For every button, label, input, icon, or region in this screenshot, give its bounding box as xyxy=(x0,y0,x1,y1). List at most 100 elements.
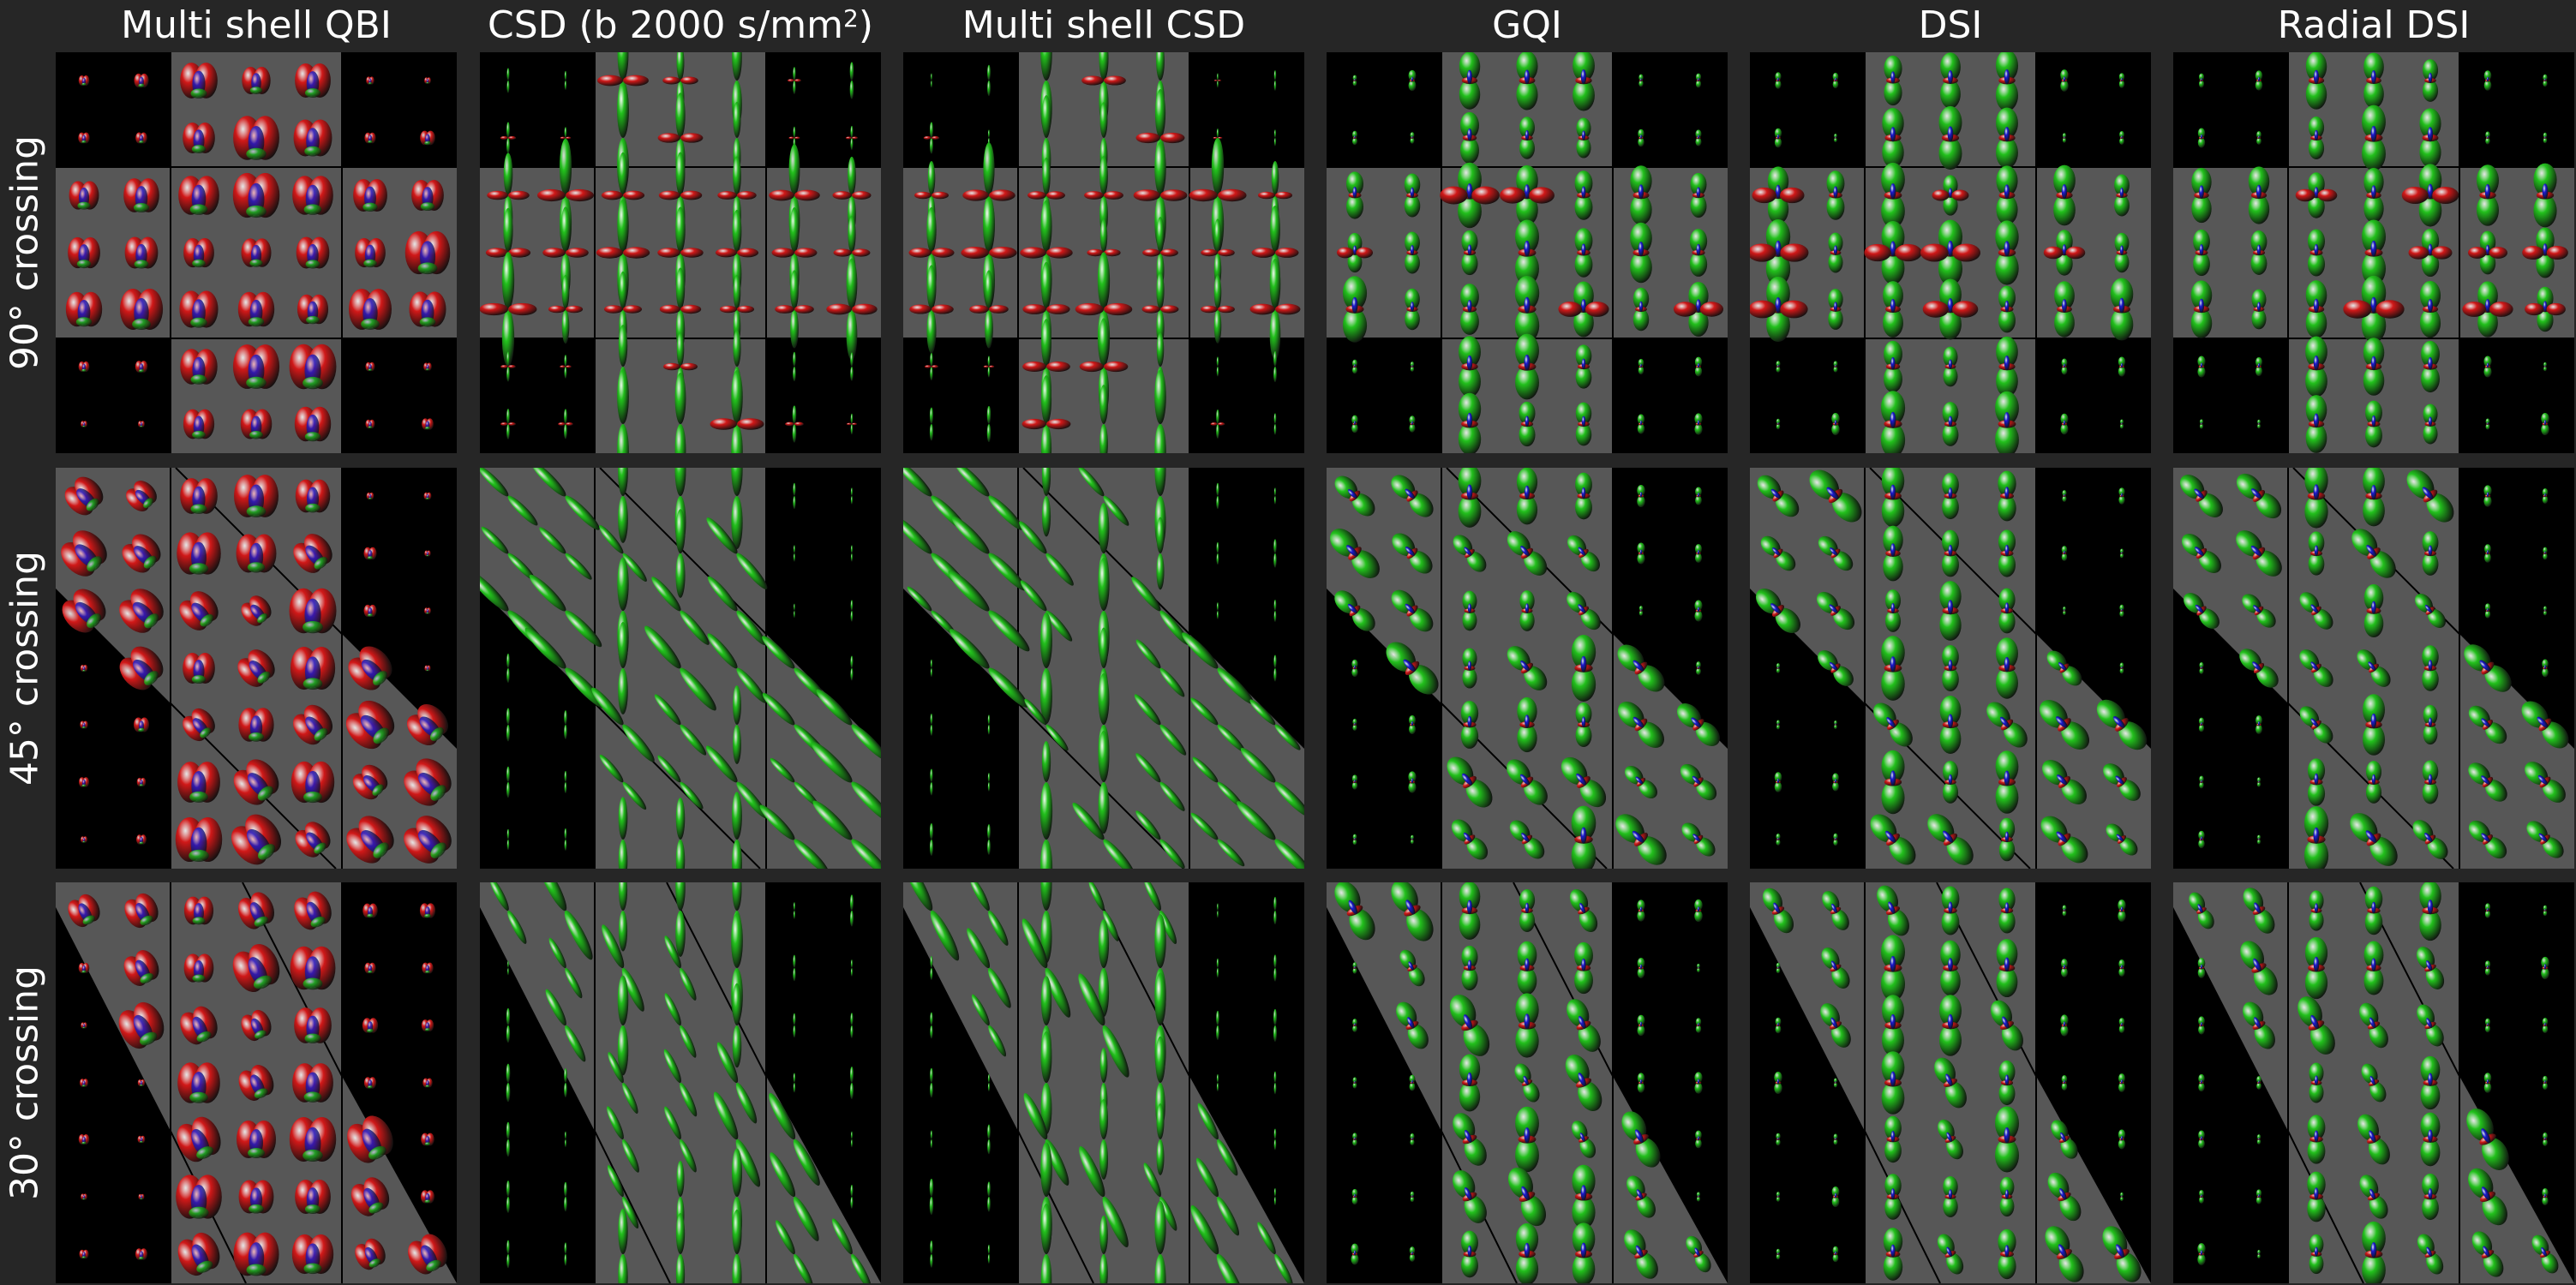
odf-glyph xyxy=(2193,229,2210,277)
odf-glyph xyxy=(2303,806,2329,869)
odf-glyph xyxy=(1237,801,1304,869)
gray-region xyxy=(2173,882,2288,1132)
odf-glyph xyxy=(296,236,330,269)
odf-glyph xyxy=(816,689,881,761)
odf-glyph xyxy=(183,708,215,742)
odf-glyph xyxy=(1351,1243,1359,1265)
odf-glyph xyxy=(231,814,282,865)
odf-glyph xyxy=(1440,162,1500,229)
odf-glyph xyxy=(1273,129,1277,146)
odf-glyph xyxy=(2199,419,2204,429)
odf-glyph xyxy=(137,1135,146,1144)
odf-glyph xyxy=(179,591,219,631)
odf-glyph xyxy=(81,1193,87,1200)
odf-glyph xyxy=(531,468,600,530)
odf-glyph xyxy=(2198,1016,2205,1035)
odf-glyph xyxy=(733,685,741,764)
odf-glyph xyxy=(422,418,434,430)
odf-glyph xyxy=(1460,111,1479,164)
odf-glyph xyxy=(506,1121,511,1157)
odf-glyph xyxy=(1834,720,1837,730)
odf-glyph xyxy=(1519,590,1535,631)
odf-glyph xyxy=(345,700,395,750)
odf-glyph xyxy=(183,896,214,925)
phantom-panel xyxy=(1327,52,1728,453)
phantom-panel xyxy=(903,882,1304,1283)
odf-glyph xyxy=(707,576,767,646)
odf-glyph xyxy=(2096,699,2148,750)
odf-glyph xyxy=(238,1180,274,1214)
odf-glyph xyxy=(180,478,218,514)
odf-glyph xyxy=(362,903,378,918)
odf-glyph xyxy=(607,1164,639,1229)
odf-glyph xyxy=(2468,762,2507,802)
odf-glyph xyxy=(1257,1222,1293,1283)
odf-glyph xyxy=(930,659,933,678)
odf-glyph xyxy=(1459,52,1481,110)
odf-glyph xyxy=(1998,888,2016,934)
odf-glyph xyxy=(424,77,431,84)
odf-glyph xyxy=(2063,606,2066,616)
odf-glyph xyxy=(1273,70,1277,91)
odf-glyph xyxy=(404,816,452,864)
odf-glyph xyxy=(2485,131,2490,145)
odf-glyph xyxy=(1932,175,1969,216)
odf-glyph xyxy=(2363,468,2385,527)
odf-glyph xyxy=(2483,485,2492,507)
odf-glyph xyxy=(183,123,215,153)
odf-glyph xyxy=(545,989,586,1062)
odf-glyph xyxy=(1995,750,2019,814)
odf-glyph xyxy=(2255,356,2263,377)
odf-glyph xyxy=(1021,918,1071,1018)
odf-glyph xyxy=(1558,281,1609,338)
phantom-panel xyxy=(1750,52,2151,453)
odf-glyph xyxy=(1942,529,1959,577)
odf-glyph xyxy=(506,653,510,684)
odf-glyph xyxy=(1567,535,1600,572)
boundary-line xyxy=(1017,1130,1094,1283)
odf-glyph xyxy=(81,836,87,843)
odf-glyph xyxy=(2060,69,2069,92)
odf-glyph xyxy=(1213,73,1222,88)
odf-glyph xyxy=(2243,1001,2275,1049)
odf-glyph xyxy=(183,237,214,268)
odf-glyph xyxy=(663,1049,698,1117)
odf-glyph xyxy=(177,1116,221,1162)
odf-glyph xyxy=(1630,222,1652,284)
odf-glyph xyxy=(241,238,272,267)
odf-glyph xyxy=(1410,1191,1415,1203)
odf-glyph xyxy=(2543,905,2548,917)
odf-glyph xyxy=(180,63,218,99)
odf-glyph xyxy=(506,766,510,798)
odf-glyph xyxy=(180,349,218,385)
odf-glyph xyxy=(1637,900,1645,922)
odf-glyph xyxy=(480,252,537,367)
odf-glyph xyxy=(1156,1103,1165,1175)
odf-glyph xyxy=(2309,1062,2324,1103)
odf-glyph xyxy=(2119,604,2124,618)
odf-glyph xyxy=(1190,697,1245,752)
odf-glyph xyxy=(178,176,219,215)
odf-glyph xyxy=(123,178,159,212)
odf-glyph xyxy=(406,703,449,746)
odf-glyph xyxy=(2299,649,2333,687)
odf-glyph xyxy=(832,1218,872,1283)
odf-glyph xyxy=(1626,1175,1656,1218)
odf-glyph xyxy=(2365,761,2382,804)
odf-glyph xyxy=(1409,415,1416,433)
odf-glyph xyxy=(710,369,764,453)
gray-region xyxy=(2459,634,2574,869)
odf-glyph xyxy=(657,206,704,299)
odf-glyph xyxy=(292,704,333,745)
odf-glyph xyxy=(618,622,628,714)
odf-glyph xyxy=(232,344,280,389)
odf-glyph xyxy=(424,607,431,614)
column-title-text: CSD (b 2000 s/mm xyxy=(487,3,844,47)
odf-glyph xyxy=(560,355,572,379)
odf-glyph xyxy=(2119,131,2124,145)
odf-glyph xyxy=(2248,166,2270,224)
odf-glyph xyxy=(240,409,273,439)
odf-glyph xyxy=(1638,358,1644,375)
odf-glyph xyxy=(812,800,881,869)
odf-glyph xyxy=(2422,645,2439,691)
